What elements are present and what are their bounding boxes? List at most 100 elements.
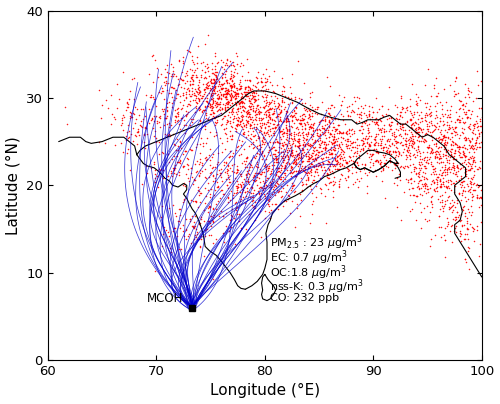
Point <box>212 101 220 108</box>
Point <box>343 131 351 137</box>
Point <box>247 96 255 103</box>
Point <box>264 101 272 107</box>
Point <box>262 182 270 188</box>
Point <box>364 121 372 128</box>
Point <box>224 91 232 97</box>
Point <box>228 168 235 175</box>
Point <box>299 158 307 164</box>
Point <box>322 126 330 133</box>
Point <box>458 144 466 151</box>
Point <box>208 76 216 82</box>
Point <box>242 113 250 120</box>
Point <box>464 107 472 113</box>
Point <box>438 181 446 187</box>
Point <box>426 149 434 156</box>
Point <box>452 124 460 130</box>
Point <box>127 130 135 137</box>
Point <box>289 112 297 119</box>
Point <box>434 135 442 141</box>
Point <box>248 141 256 147</box>
Point <box>258 156 266 162</box>
Point <box>259 139 267 145</box>
Point <box>409 192 417 198</box>
Point <box>270 144 278 151</box>
Point <box>267 146 275 153</box>
Point <box>402 152 410 158</box>
Point <box>268 120 276 127</box>
Point <box>476 240 484 247</box>
Point <box>252 124 260 130</box>
Point <box>316 175 324 182</box>
Point <box>291 161 299 167</box>
Point <box>245 189 253 195</box>
Point <box>323 124 331 131</box>
Point <box>337 102 345 108</box>
Point <box>206 232 214 238</box>
Point <box>250 143 258 150</box>
Point <box>414 148 422 155</box>
Point <box>226 128 234 134</box>
Point <box>257 190 265 196</box>
Point <box>350 93 358 100</box>
Point <box>233 61 241 67</box>
Point <box>252 160 260 167</box>
Point <box>254 149 262 156</box>
Point <box>472 143 480 150</box>
Point <box>328 160 336 167</box>
Point <box>354 105 362 112</box>
Point <box>165 123 173 130</box>
Point <box>276 129 283 135</box>
Point <box>192 168 200 175</box>
Point <box>470 154 478 160</box>
Point <box>326 131 334 137</box>
Point <box>244 82 252 89</box>
Point <box>250 93 258 99</box>
Point <box>454 212 462 218</box>
Point <box>310 163 318 170</box>
Point <box>394 147 402 154</box>
Point <box>448 239 456 245</box>
Point <box>466 115 474 122</box>
Point <box>207 93 215 100</box>
Point <box>228 83 236 89</box>
Point <box>179 92 187 99</box>
Point <box>310 127 318 133</box>
Point <box>138 124 146 130</box>
Point <box>202 75 210 81</box>
Point <box>366 140 374 147</box>
Point <box>470 172 478 179</box>
Point <box>257 78 265 84</box>
Point <box>282 109 290 115</box>
Point <box>249 128 257 135</box>
Point <box>296 164 304 171</box>
Point <box>130 96 138 102</box>
Point <box>196 220 204 227</box>
Point <box>338 161 346 167</box>
Point <box>278 99 286 105</box>
Point <box>358 120 366 126</box>
Point <box>228 132 236 138</box>
Point <box>256 124 264 131</box>
Point <box>440 140 448 147</box>
Point <box>221 113 229 120</box>
Point <box>456 150 464 156</box>
Point <box>283 152 291 158</box>
Point <box>427 194 435 200</box>
Point <box>214 82 222 89</box>
Point <box>264 107 272 113</box>
Point <box>188 75 196 82</box>
Point <box>260 208 268 214</box>
Point <box>330 140 338 146</box>
Point <box>323 114 331 120</box>
Point <box>296 113 304 120</box>
Point <box>260 179 268 185</box>
Point <box>270 156 278 162</box>
Point <box>296 168 304 174</box>
Point <box>125 128 133 134</box>
Point <box>328 154 336 161</box>
Point <box>252 163 260 169</box>
Point <box>450 150 458 157</box>
Point <box>170 85 178 92</box>
Point <box>238 124 246 130</box>
Point <box>188 57 196 63</box>
